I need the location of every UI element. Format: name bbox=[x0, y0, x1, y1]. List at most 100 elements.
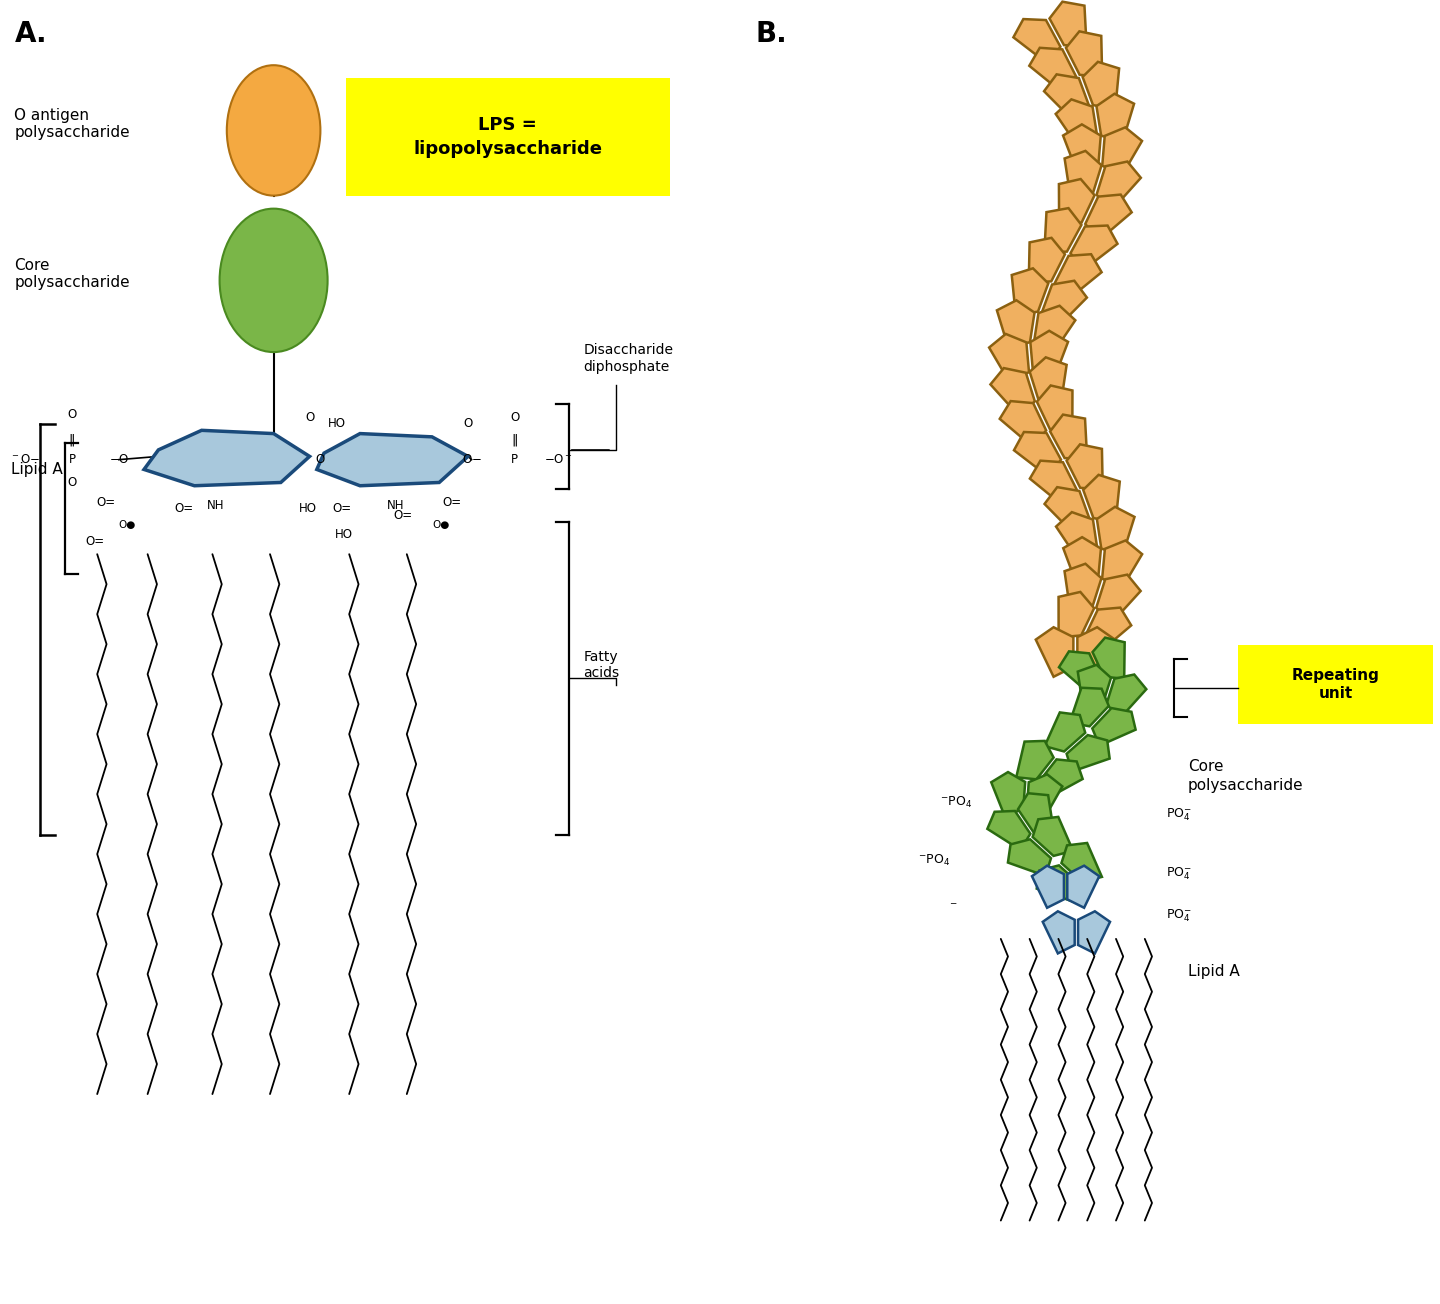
Text: O antigen
polysaccharide: O antigen polysaccharide bbox=[14, 108, 130, 140]
Text: O●: O● bbox=[118, 520, 135, 529]
Polygon shape bbox=[991, 368, 1035, 416]
Polygon shape bbox=[1044, 74, 1089, 121]
Text: Repeating
unit: Repeating unit bbox=[1292, 668, 1380, 702]
Polygon shape bbox=[1008, 840, 1051, 876]
Text: P: P bbox=[511, 454, 518, 466]
Polygon shape bbox=[1044, 488, 1090, 535]
Bar bbox=[346, 78, 670, 196]
Text: PO$_4^{-}$: PO$_4^{-}$ bbox=[1166, 807, 1192, 823]
Polygon shape bbox=[1056, 99, 1097, 149]
Polygon shape bbox=[1061, 842, 1102, 882]
Polygon shape bbox=[1084, 608, 1132, 653]
Polygon shape bbox=[1018, 793, 1054, 832]
Polygon shape bbox=[1030, 357, 1067, 406]
Polygon shape bbox=[1064, 563, 1102, 612]
Polygon shape bbox=[1096, 575, 1140, 622]
Polygon shape bbox=[1083, 61, 1119, 108]
Text: O: O bbox=[305, 411, 314, 424]
Polygon shape bbox=[1044, 209, 1081, 253]
Polygon shape bbox=[1086, 194, 1132, 240]
Text: O: O bbox=[68, 476, 76, 489]
Text: O=: O= bbox=[174, 502, 193, 515]
Polygon shape bbox=[1028, 237, 1066, 283]
Polygon shape bbox=[1031, 331, 1068, 381]
Polygon shape bbox=[1067, 735, 1110, 772]
Text: PO$_4^{-}$: PO$_4^{-}$ bbox=[1166, 908, 1192, 925]
Text: $^{-}$PO$_4$: $^{-}$PO$_4$ bbox=[940, 794, 972, 810]
Text: NH: NH bbox=[387, 499, 405, 511]
Text: P: P bbox=[69, 454, 75, 466]
Polygon shape bbox=[1032, 816, 1073, 855]
Text: O: O bbox=[315, 454, 325, 466]
Text: HO: HO bbox=[334, 528, 353, 541]
Polygon shape bbox=[1050, 415, 1087, 459]
Ellipse shape bbox=[219, 209, 327, 352]
Ellipse shape bbox=[226, 65, 320, 196]
Text: PO$_4^{-}$: PO$_4^{-}$ bbox=[1166, 866, 1192, 882]
Text: Core
polysaccharide: Core polysaccharide bbox=[14, 258, 130, 289]
Text: O=: O= bbox=[96, 496, 115, 509]
Polygon shape bbox=[1058, 179, 1094, 224]
Polygon shape bbox=[1067, 866, 1099, 908]
Text: O=: O= bbox=[333, 502, 351, 515]
Polygon shape bbox=[1056, 254, 1102, 300]
Text: $-$O: $-$O bbox=[108, 454, 130, 466]
Polygon shape bbox=[317, 433, 468, 485]
Polygon shape bbox=[1030, 460, 1077, 506]
Polygon shape bbox=[1077, 665, 1112, 708]
Text: NH: NH bbox=[207, 499, 225, 511]
Text: O●: O● bbox=[432, 520, 449, 529]
Text: O=: O= bbox=[85, 535, 104, 548]
Polygon shape bbox=[1030, 48, 1076, 93]
Text: HO: HO bbox=[300, 502, 317, 515]
Polygon shape bbox=[989, 334, 1030, 383]
Text: O=: O= bbox=[444, 496, 462, 509]
Text: O=: O= bbox=[393, 509, 413, 522]
Polygon shape bbox=[1034, 305, 1076, 355]
Polygon shape bbox=[1027, 775, 1063, 819]
Polygon shape bbox=[1067, 445, 1103, 489]
Polygon shape bbox=[1041, 280, 1087, 327]
Polygon shape bbox=[1058, 652, 1100, 692]
Polygon shape bbox=[1043, 911, 1074, 953]
Text: Lipid A: Lipid A bbox=[1188, 964, 1240, 979]
Polygon shape bbox=[1014, 20, 1060, 64]
Polygon shape bbox=[1097, 507, 1135, 556]
Text: B.: B. bbox=[756, 20, 788, 47]
Text: Lipid A: Lipid A bbox=[12, 462, 62, 477]
Polygon shape bbox=[1106, 674, 1146, 717]
Text: A.: A. bbox=[14, 20, 48, 47]
Polygon shape bbox=[1070, 226, 1117, 270]
Text: $^-$O$-$: $^-$O$-$ bbox=[10, 454, 40, 466]
Polygon shape bbox=[1050, 1, 1087, 46]
Text: ‖: ‖ bbox=[511, 434, 518, 446]
Polygon shape bbox=[1102, 128, 1142, 177]
Polygon shape bbox=[1040, 759, 1083, 798]
Polygon shape bbox=[1056, 512, 1097, 561]
Polygon shape bbox=[1083, 475, 1120, 522]
Polygon shape bbox=[1070, 687, 1109, 726]
Text: ‖: ‖ bbox=[69, 434, 75, 446]
Polygon shape bbox=[1044, 712, 1086, 751]
Text: Fatty
acids: Fatty acids bbox=[583, 649, 619, 681]
Polygon shape bbox=[999, 402, 1047, 446]
Text: $^{-}$PO$_4$: $^{-}$PO$_4$ bbox=[919, 853, 950, 868]
Polygon shape bbox=[1012, 269, 1048, 316]
Text: O: O bbox=[510, 411, 520, 424]
Text: Disaccharide
diphosphate: Disaccharide diphosphate bbox=[583, 343, 672, 374]
Text: O$-$: O$-$ bbox=[462, 454, 481, 466]
Text: HO: HO bbox=[327, 417, 346, 430]
Text: $-$O$^-$: $-$O$^-$ bbox=[543, 454, 573, 466]
Bar bbox=[1238, 645, 1433, 724]
Polygon shape bbox=[988, 811, 1031, 850]
Polygon shape bbox=[144, 430, 310, 485]
Text: Core
polysaccharide: Core polysaccharide bbox=[1188, 759, 1303, 793]
Polygon shape bbox=[1037, 866, 1080, 902]
Polygon shape bbox=[1066, 31, 1102, 77]
Text: $^{-}$: $^{-}$ bbox=[949, 900, 958, 913]
Polygon shape bbox=[1035, 627, 1073, 677]
Polygon shape bbox=[1063, 537, 1102, 587]
Polygon shape bbox=[1017, 741, 1054, 780]
Text: LPS =
lipopolysaccharide: LPS = lipopolysaccharide bbox=[413, 116, 602, 158]
Polygon shape bbox=[1079, 911, 1110, 953]
